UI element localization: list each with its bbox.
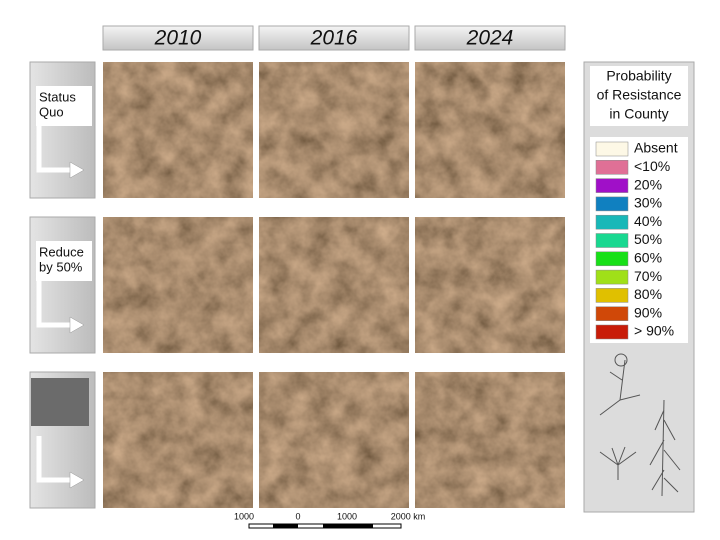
map-tile bbox=[103, 217, 253, 353]
map-tile bbox=[259, 62, 409, 198]
row-label: Reduce bbox=[39, 244, 84, 259]
legend-label: 20% bbox=[634, 176, 662, 192]
legend-swatch bbox=[595, 288, 629, 303]
scale-label: 1000 bbox=[234, 511, 254, 521]
row-label: Quo bbox=[39, 104, 64, 119]
row-panel bbox=[29, 61, 96, 199]
map-tile bbox=[259, 372, 409, 508]
scale-label: 0 bbox=[295, 511, 300, 521]
legend-swatch bbox=[595, 233, 629, 248]
legend-swatch bbox=[595, 178, 629, 193]
legend-swatch bbox=[595, 196, 629, 212]
row-arrow bbox=[36, 436, 72, 483]
map-tile bbox=[103, 62, 253, 198]
legend-label: 40% bbox=[634, 213, 662, 229]
legend-label: > 90% bbox=[634, 323, 674, 339]
legend-swatch bbox=[595, 306, 629, 321]
legend-swatch bbox=[595, 141, 629, 157]
legend-swatch bbox=[595, 251, 629, 267]
legend-swatch bbox=[595, 324, 629, 340]
column-header-label: 2010 bbox=[154, 27, 202, 50]
scale-bar-segment bbox=[323, 524, 373, 528]
map-tile bbox=[415, 217, 565, 353]
row-arrow bbox=[36, 281, 72, 328]
legend-label: <10% bbox=[634, 158, 670, 174]
row-arrow-head bbox=[69, 471, 85, 489]
row-arrow-head bbox=[69, 161, 85, 179]
column-header bbox=[258, 25, 410, 51]
row-arrow-head bbox=[69, 316, 85, 334]
scale-label: 2000 km bbox=[391, 511, 426, 521]
legend-label: 30% bbox=[634, 195, 662, 211]
scale-label: 1000 bbox=[337, 511, 357, 521]
legend-title: of Resistance bbox=[597, 87, 682, 103]
legend-swatch bbox=[595, 160, 629, 175]
row-label-box bbox=[36, 241, 92, 281]
row-label: Status bbox=[39, 89, 76, 104]
map-tile bbox=[103, 372, 253, 508]
map-tile bbox=[415, 62, 565, 198]
column-header bbox=[102, 25, 254, 51]
legend-title-box bbox=[590, 66, 688, 126]
plant-illustration bbox=[599, 353, 681, 497]
scale-bar-segment bbox=[273, 524, 298, 528]
row-label-box bbox=[31, 378, 89, 426]
row-label: by 50% bbox=[39, 259, 83, 274]
map-tile bbox=[415, 372, 565, 508]
legend-label: 50% bbox=[634, 231, 662, 247]
column-header-label: 2024 bbox=[466, 27, 514, 50]
row-label-box bbox=[36, 86, 92, 126]
legend-swatch bbox=[595, 269, 629, 285]
row-arrow bbox=[36, 126, 72, 173]
legend-label: 70% bbox=[634, 268, 662, 284]
legend-swatch bbox=[595, 214, 629, 230]
column-header bbox=[414, 25, 566, 51]
map-tile bbox=[259, 217, 409, 353]
legend-title: Probability bbox=[606, 68, 671, 84]
legend-label: 80% bbox=[634, 286, 662, 302]
legend-title: in County bbox=[609, 106, 668, 122]
map-grid bbox=[103, 62, 565, 508]
column-header-label: 2016 bbox=[310, 27, 358, 50]
legend-label: 60% bbox=[634, 250, 662, 266]
legend-label: 90% bbox=[634, 304, 662, 320]
legend-label: Absent bbox=[634, 140, 678, 156]
